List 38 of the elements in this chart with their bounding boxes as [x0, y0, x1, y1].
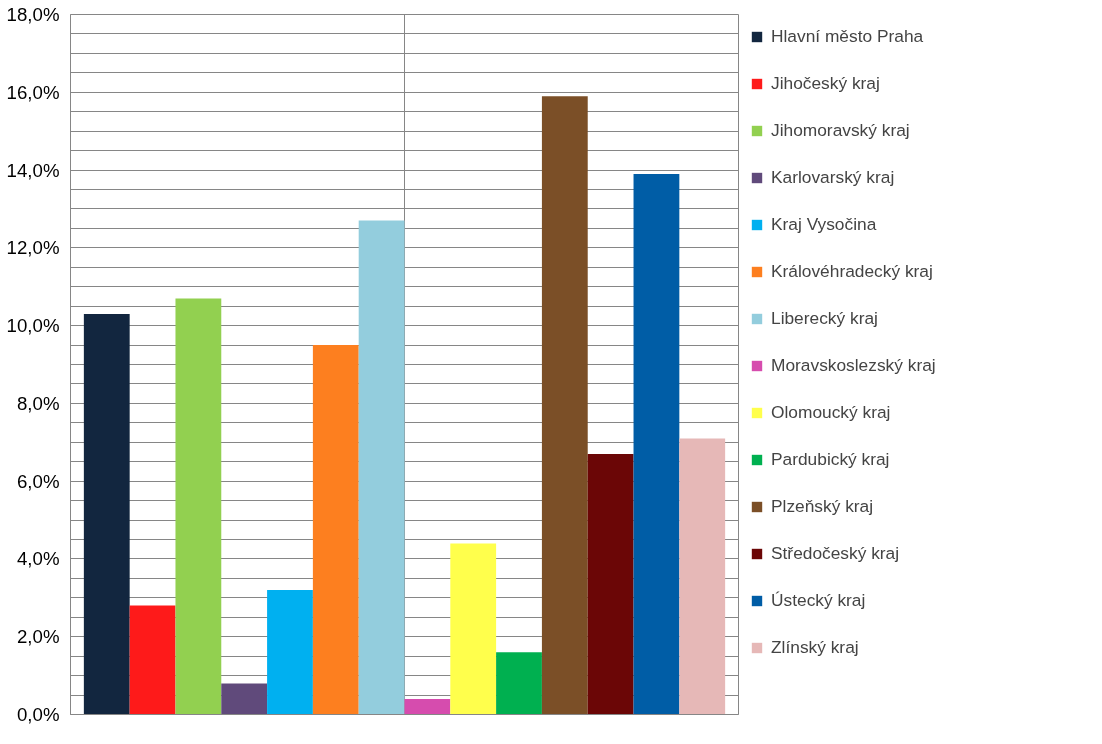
- y-tick-label: 18,0%: [6, 4, 60, 25]
- y-tick-label: 2,0%: [16, 626, 60, 648]
- y-tick-label: 14,0%: [6, 159, 60, 181]
- y-tick-label: 16,0%: [6, 81, 60, 103]
- y-tick-label: 8,0%: [16, 392, 60, 414]
- y-tick-label: 0,0%: [16, 704, 60, 725]
- y-tick-label: 10,0%: [6, 315, 60, 337]
- legend-label: Zlínský kraj: [771, 637, 859, 658]
- legend-label: Jihočeský kraj: [771, 73, 880, 94]
- legend-label: Olomoucký kraj: [771, 402, 891, 423]
- bar: [541, 96, 588, 715]
- legend-label: Moravskoslezský kraj: [771, 355, 936, 376]
- legend-label: Jihomoravský kraj: [771, 120, 910, 141]
- legend-label: Středočeský kraj: [771, 543, 900, 564]
- bar: [129, 605, 176, 715]
- bar: [83, 313, 130, 715]
- bar: [312, 345, 359, 715]
- bar: [358, 220, 405, 715]
- legend-label: Karlovarský kraj: [771, 167, 895, 188]
- y-tick-label: 12,0%: [6, 237, 60, 259]
- legend-label: Pardubický kraj: [771, 449, 890, 470]
- bar: [404, 698, 451, 715]
- legend-label: Liberecký kraj: [771, 308, 878, 329]
- y-tick-label: 6,0%: [16, 470, 60, 492]
- y-tick-label: 4,0%: [16, 548, 60, 570]
- legend-label: Královéhradecký kraj: [771, 261, 933, 282]
- bar: [221, 683, 268, 715]
- bar: [496, 652, 542, 715]
- bar: [679, 438, 726, 715]
- legend-label: Hlavní město Praha: [771, 26, 924, 47]
- bar: [633, 173, 680, 715]
- legend-label: Ústecký kraj: [771, 590, 866, 611]
- bar: [450, 543, 497, 715]
- bar: [587, 453, 634, 715]
- legend-label: Plzeňský kraj: [771, 496, 874, 517]
- legend-label: Kraj Vysočina: [771, 214, 877, 235]
- bar: [175, 298, 222, 715]
- bar: [267, 590, 313, 715]
